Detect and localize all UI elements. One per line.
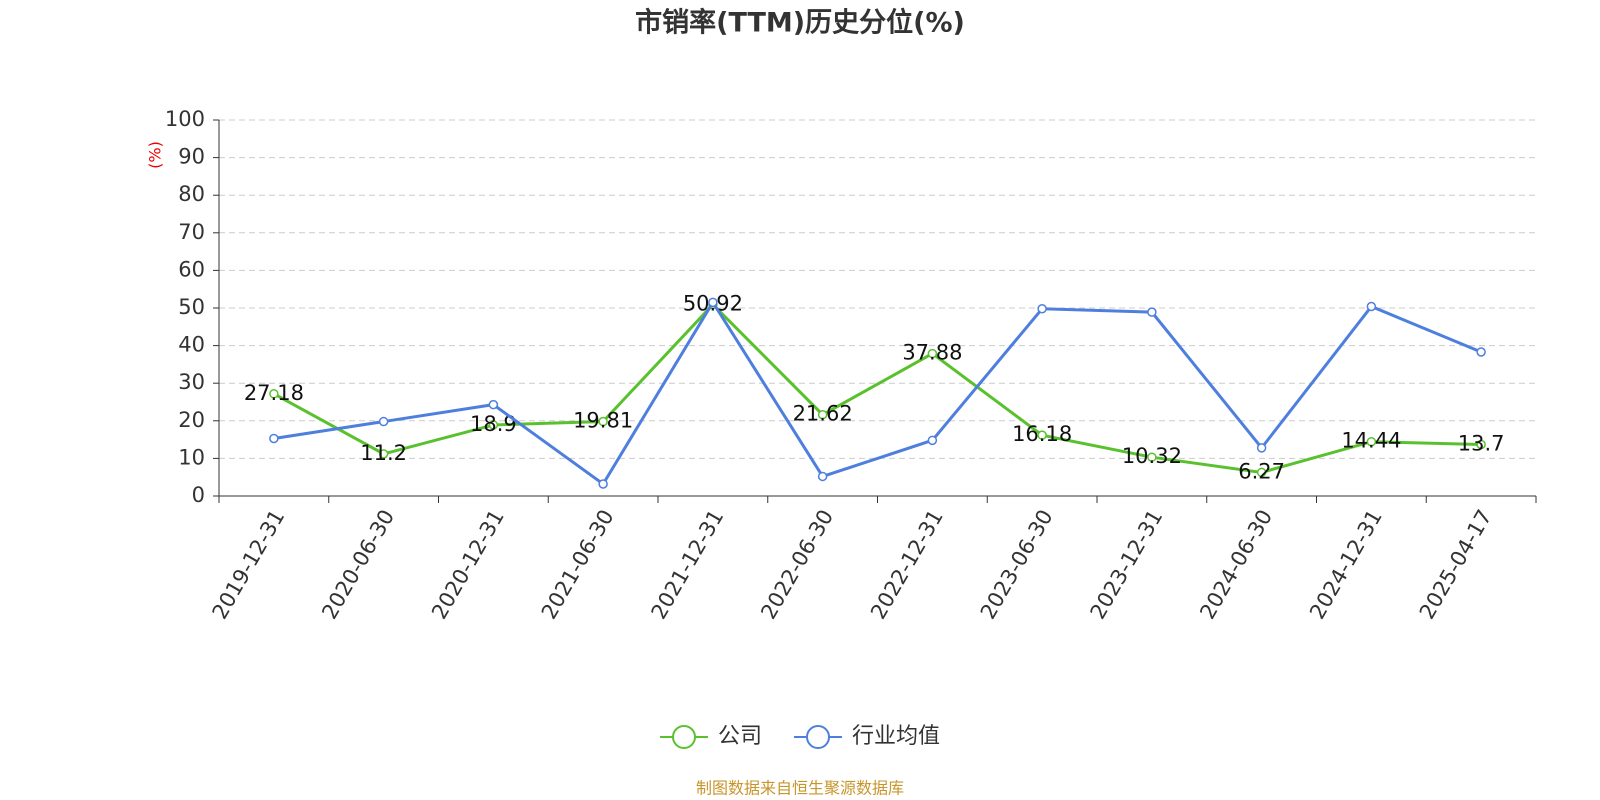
point	[1037, 304, 1047, 314]
point	[1366, 301, 1377, 312]
point	[927, 435, 938, 446]
x-tick-label: 2022-12-31	[866, 506, 948, 624]
x-tick-label: 2020-06-30	[317, 506, 399, 624]
point	[598, 479, 608, 489]
x-tick-label: 2025-04-17	[1415, 506, 1497, 624]
point	[1147, 307, 1157, 317]
point	[927, 348, 938, 359]
point	[1256, 467, 1267, 478]
point	[817, 409, 828, 420]
y-tick-label: 100	[165, 107, 205, 131]
y-tick-label: 30	[178, 370, 205, 394]
point	[817, 471, 828, 482]
point	[1256, 443, 1267, 453]
y-tick-label: 20	[178, 408, 205, 432]
point	[488, 420, 499, 430]
data-label: 14.44	[1341, 429, 1401, 453]
data-label: 11.2	[360, 441, 407, 465]
x-tick-label: 2022-06-30	[756, 506, 838, 624]
point	[1476, 439, 1486, 450]
legend-label[interactable]: 行业均值	[852, 724, 940, 749]
data-label: 21.62	[793, 402, 853, 426]
x-tick-label: 2024-06-30	[1195, 506, 1277, 624]
point	[378, 449, 389, 459]
data-label: 37.88	[902, 341, 962, 365]
data-label: 27.18	[244, 381, 304, 405]
point	[1147, 452, 1157, 462]
data-label: 6.27	[1238, 459, 1285, 483]
x-tick-label: 2021-12-31	[647, 506, 729, 624]
y-tick-label: 80	[178, 182, 205, 206]
data-label: 19.81	[573, 409, 633, 433]
x-tick-label: 2019-12-31	[208, 506, 290, 624]
data-label: 10.32	[1122, 444, 1182, 468]
y-tick-label: 90	[178, 145, 205, 169]
y-tick-label: 70	[178, 220, 205, 244]
data-label: 16.18	[1012, 422, 1072, 446]
point	[1476, 347, 1486, 357]
chart-title: 市销率(TTM)历史分位(%)	[635, 7, 965, 39]
point	[269, 433, 279, 444]
y-tick-label: 60	[178, 257, 205, 281]
point	[1037, 430, 1047, 440]
x-tick-label: 2023-12-31	[1086, 506, 1168, 624]
point	[378, 416, 389, 427]
point	[598, 416, 608, 427]
x-tick-label: 2020-12-31	[427, 506, 509, 624]
point	[708, 297, 718, 308]
y-axis-label: (%)	[146, 141, 165, 169]
y-tick-label: 40	[178, 333, 205, 357]
x-tick-label: 2023-06-30	[976, 506, 1058, 624]
point	[269, 389, 279, 399]
x-tick-label: 2024-12-31	[1305, 506, 1387, 624]
y-tick-label: 0	[192, 483, 205, 507]
legend-label[interactable]: 公司	[718, 724, 762, 749]
series-line	[273, 299, 1482, 487]
y-tick-label: 10	[178, 445, 205, 469]
data-label: 13.7	[1458, 431, 1505, 455]
series-line	[273, 302, 1482, 474]
legend-marker[interactable]	[806, 725, 831, 749]
point	[488, 399, 499, 410]
y-tick-label: 50	[178, 295, 205, 319]
x-tick-label: 2021-06-30	[537, 506, 619, 624]
legend-marker[interactable]	[672, 725, 696, 749]
source-note: 制图数据来自恒生聚源数据库	[696, 779, 904, 798]
point	[1366, 436, 1377, 447]
